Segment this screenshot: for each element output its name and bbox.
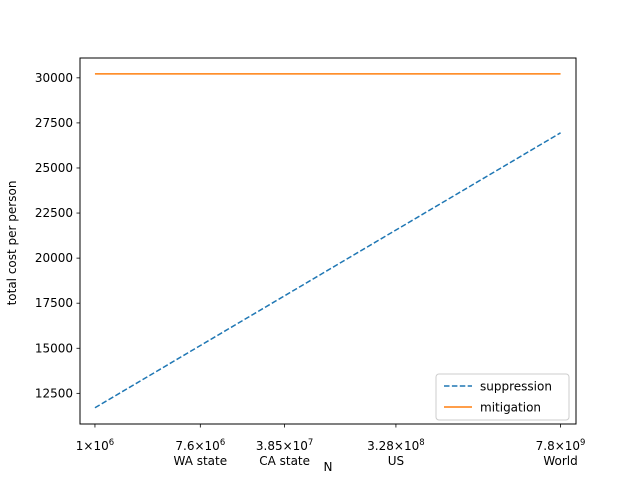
y-tick-label: 17500 bbox=[35, 296, 73, 310]
x-tick-label: 1×106 bbox=[76, 438, 114, 453]
legend: suppression mitigation bbox=[435, 373, 570, 421]
x-tick-sublabel: CA state bbox=[259, 454, 310, 468]
x-tick-times: ×10 bbox=[555, 439, 580, 453]
x-tick-mantissa: 3.85 bbox=[256, 439, 283, 453]
x-tick-label: 3.28×108 bbox=[367, 438, 424, 453]
y-tick-layer: 12500 15000 17500 20000 22500 25000 27500 30000 bbox=[35, 71, 80, 400]
x-tick-exponent: 6 bbox=[109, 438, 114, 448]
x-tick-label: 7.6×106 bbox=[175, 438, 225, 453]
x-tick-label: 7.8×109 bbox=[536, 438, 586, 453]
x-tick-exponent: 6 bbox=[220, 438, 225, 448]
plot-layer bbox=[94, 73, 561, 409]
x-tick-sublabel: World bbox=[543, 454, 577, 468]
legend-label: suppression bbox=[480, 380, 552, 394]
x-tick-mantissa: 1 bbox=[76, 439, 84, 453]
x-tick-mantissa: 7.8 bbox=[536, 439, 555, 453]
x-axis-label: N bbox=[324, 460, 333, 474]
y-tick-label: 22500 bbox=[35, 206, 73, 220]
x-tick-sublabel: WA state bbox=[173, 454, 227, 468]
series-line-suppression bbox=[94, 132, 561, 409]
y-tick-label: 25000 bbox=[35, 161, 73, 175]
y-tick-label: 12500 bbox=[35, 386, 73, 400]
y-axis-label: total cost per person bbox=[5, 181, 19, 306]
y-tick-label: 27500 bbox=[35, 116, 73, 130]
x-tick-exponent: 8 bbox=[419, 438, 424, 448]
x-tick-sublabel: US bbox=[388, 454, 404, 468]
x-tick-exponent: 9 bbox=[580, 438, 585, 448]
x-tick-times: ×10 bbox=[394, 439, 419, 453]
x-tick-label: 3.85×107 bbox=[256, 438, 313, 453]
plot-frame bbox=[79, 57, 577, 425]
x-tick-mantissa: 7.6 bbox=[175, 439, 194, 453]
x-tick-exponent: 7 bbox=[308, 438, 313, 448]
x-tick-times: ×10 bbox=[83, 439, 108, 453]
x-tick-times: ×10 bbox=[283, 439, 308, 453]
x-tick-times: ×10 bbox=[194, 439, 219, 453]
y-tick-label: 15000 bbox=[35, 341, 73, 355]
y-tick-label: 30000 bbox=[35, 71, 73, 85]
legend-label: mitigation bbox=[480, 401, 541, 415]
y-tick-label: 20000 bbox=[35, 251, 73, 265]
x-tick-mantissa: 3.28 bbox=[367, 439, 394, 453]
